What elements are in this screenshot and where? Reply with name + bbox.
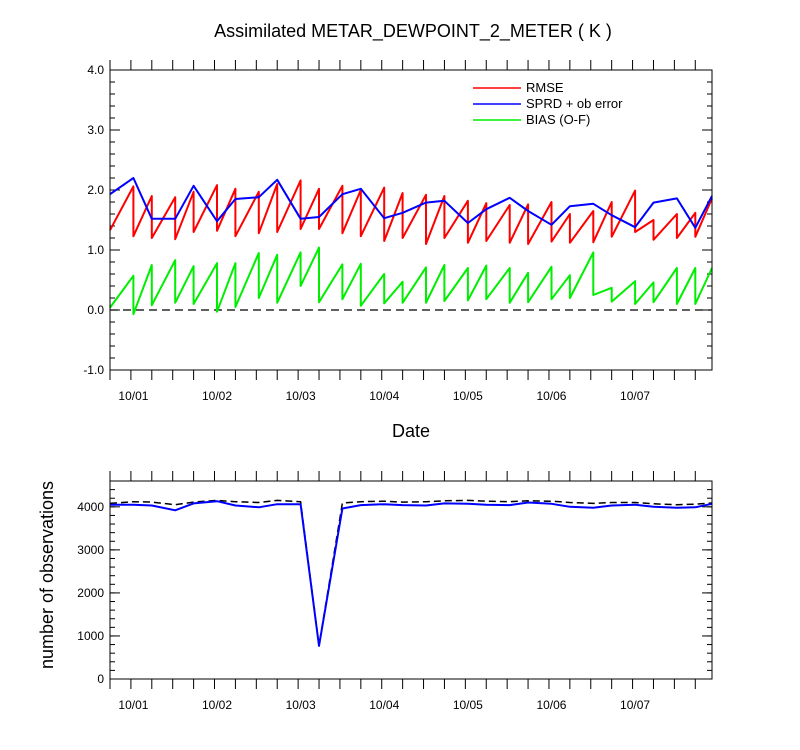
y-axis-label-observations: number of observations bbox=[37, 481, 57, 669]
legend: RMSE SPRD + ob error BIAS (O-F) bbox=[473, 80, 623, 127]
y-tick-label: 3000 bbox=[77, 543, 104, 557]
y-tick-label: 4.0 bbox=[87, 63, 104, 77]
x-tick-label: 10/02 bbox=[202, 698, 232, 712]
top-panel: -1.0 0.0 1.0 2.0 3.0 4.0 10/01 10/02 10/03 10/04 1… bbox=[83, 60, 712, 403]
x-tick-label: 10/04 bbox=[369, 698, 399, 712]
series-line-bias-o-f bbox=[109, 246, 713, 316]
x-tick-label: 10/03 bbox=[286, 389, 316, 403]
legend-label-rmse: RMSE bbox=[526, 80, 564, 95]
series-line-observations-assimilated bbox=[110, 500, 713, 647]
x-tick-label: 10/07 bbox=[620, 389, 650, 403]
x-tick-label: 10/06 bbox=[536, 698, 566, 712]
x-tick-label: 10/03 bbox=[286, 698, 316, 712]
chart-title: Assimilated METAR_DEWPOINT_2_METER ( K ) bbox=[214, 21, 612, 42]
x-tick-label: 10/04 bbox=[369, 389, 399, 403]
y-tick-label: 2.0 bbox=[87, 183, 104, 197]
x-tick-label: 10/01 bbox=[118, 698, 148, 712]
series-line-observations-possible bbox=[109, 499, 713, 647]
x-tick-label: 10/01 bbox=[118, 389, 148, 403]
x-tick-label: 10/05 bbox=[453, 389, 483, 403]
y-tick-label: -1.0 bbox=[83, 363, 104, 377]
y-tick-label: 4000 bbox=[77, 500, 104, 514]
top-plot-frame bbox=[109, 69, 713, 371]
bottom-series bbox=[109, 499, 713, 647]
bottom-plot-frame bbox=[109, 480, 713, 680]
y-tick-label: 0.0 bbox=[87, 303, 104, 317]
series-line-sprd-ob-error bbox=[109, 177, 713, 229]
y-tick-label: 3.0 bbox=[87, 123, 104, 137]
x-tick-label: 10/07 bbox=[620, 698, 650, 712]
y-tick-label: 2000 bbox=[77, 586, 104, 600]
top-series bbox=[109, 177, 713, 316]
legend-label-bias: BIAS (O-F) bbox=[526, 112, 590, 127]
x-tick-label: 10/06 bbox=[536, 389, 566, 403]
x-tick-label: 10/05 bbox=[453, 698, 483, 712]
series-line-rmse bbox=[109, 179, 713, 245]
y-tick-label: 0 bbox=[97, 672, 104, 686]
y-tick-label: 1000 bbox=[77, 629, 104, 643]
x-axis-label: Date bbox=[392, 421, 430, 441]
legend-label-sprd: SPRD + ob error bbox=[526, 96, 623, 111]
bottom-panel: 0 1000 2000 3000 4000 10/01 10/02 10/03 10/04 10/… bbox=[77, 471, 712, 712]
y-tick-label: 1.0 bbox=[87, 243, 104, 257]
x-tick-label: 10/02 bbox=[202, 389, 232, 403]
